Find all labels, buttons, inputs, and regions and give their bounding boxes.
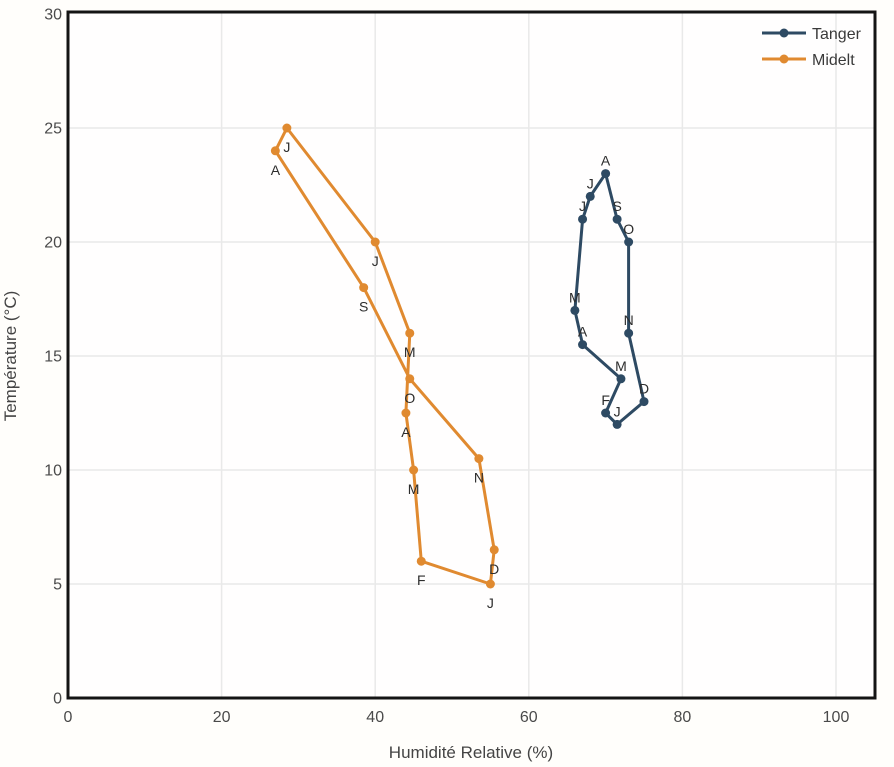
x-tick-label-40: 40 (366, 709, 384, 726)
y-axis-title: Température (°C) (1, 291, 20, 422)
legend-item-tanger[interactable]: Tanger (762, 26, 862, 43)
legend-item-midelt[interactable]: Midelt (762, 52, 855, 69)
y-tick-label-10: 10 (44, 463, 62, 480)
month-label-tanger-O: O (623, 221, 634, 237)
month-label-tanger-J: J (614, 403, 621, 419)
month-label-tanger-S: S (612, 198, 621, 214)
grid-layer (68, 12, 875, 698)
data-point-midelt-J[interactable] (370, 237, 380, 247)
legend: Tanger Midelt (762, 26, 862, 69)
data-point-tanger-J[interactable] (578, 214, 588, 224)
legend-label-midelt: Midelt (812, 52, 855, 69)
month-label-midelt-N: N (474, 470, 484, 486)
x-tick-label-60: 60 (520, 709, 538, 726)
x-axis-title: Humidité Relative (%) (389, 743, 553, 762)
month-label-midelt-F: F (417, 572, 426, 588)
data-point-tanger-S[interactable] (612, 214, 622, 224)
data-point-midelt-D[interactable] (489, 545, 499, 555)
tick-layer: 0 20 40 60 80 100 0 5 10 15 20 25 30 (44, 7, 849, 727)
plot-background (68, 12, 875, 698)
month-label-tanger-M: M (615, 358, 627, 374)
data-point-midelt-M[interactable] (405, 328, 415, 338)
y-tick-label-0: 0 (53, 691, 62, 708)
month-label-midelt-J: J (487, 595, 494, 611)
data-point-midelt-S[interactable] (359, 283, 369, 293)
month-label-tanger-F: F (601, 392, 610, 408)
y-tick-label-30: 30 (44, 7, 62, 24)
month-label-tanger-A: A (578, 324, 588, 340)
legend-marker-midelt (779, 54, 789, 64)
data-point-tanger-M[interactable] (616, 374, 626, 384)
plot-frame (66, 10, 877, 700)
data-point-tanger-A[interactable] (601, 169, 611, 179)
x-tick-label-100: 100 (823, 709, 850, 726)
month-label-tanger-D: D (639, 381, 649, 397)
data-point-tanger-F[interactable] (601, 408, 611, 418)
month-label-midelt-A: A (401, 424, 411, 440)
month-label-midelt-J: J (283, 139, 290, 155)
month-label-midelt-M: M (408, 481, 420, 497)
month-label-tanger-A: A (601, 153, 611, 169)
y-tick-label-25: 25 (44, 121, 62, 138)
x-tick-label-80: 80 (674, 709, 692, 726)
data-point-midelt-A[interactable] (401, 408, 411, 418)
y-tick-label-5: 5 (53, 577, 62, 594)
month-label-midelt-D: D (489, 561, 499, 577)
month-label-tanger-N: N (624, 312, 634, 328)
data-point-tanger-O[interactable] (624, 237, 634, 247)
month-label-tanger-M: M (569, 289, 581, 305)
data-point-tanger-N[interactable] (624, 328, 634, 338)
data-point-midelt-J[interactable] (282, 123, 292, 133)
month-label-midelt-A: A (271, 162, 281, 178)
data-point-midelt-N[interactable] (474, 454, 484, 464)
month-label-midelt-M: M (404, 344, 416, 360)
data-point-tanger-A[interactable] (578, 340, 588, 350)
data-point-midelt-O[interactable] (405, 374, 415, 384)
data-point-midelt-J[interactable] (485, 579, 495, 589)
data-point-tanger-M[interactable] (570, 305, 580, 315)
month-label-tanger-J: J (579, 198, 586, 214)
data-point-midelt-F[interactable] (416, 556, 426, 566)
data-point-tanger-D[interactable] (639, 397, 649, 407)
legend-marker-tanger (779, 28, 789, 38)
data-point-tanger-J[interactable] (612, 419, 622, 429)
legend-label-tanger: Tanger (812, 26, 862, 43)
month-label-midelt-O: O (404, 390, 415, 406)
data-point-midelt-A[interactable] (270, 146, 280, 156)
month-label-midelt-J: J (372, 253, 379, 269)
data-point-midelt-M[interactable] (409, 465, 419, 475)
x-tick-label-20: 20 (213, 709, 231, 726)
data-point-tanger-J[interactable] (585, 191, 595, 201)
month-label-midelt-S: S (359, 299, 368, 315)
month-label-tanger-J: J (587, 175, 594, 191)
x-tick-label-0: 0 (64, 709, 73, 726)
y-tick-label-15: 15 (44, 349, 62, 366)
y-tick-label-20: 20 (44, 235, 62, 252)
